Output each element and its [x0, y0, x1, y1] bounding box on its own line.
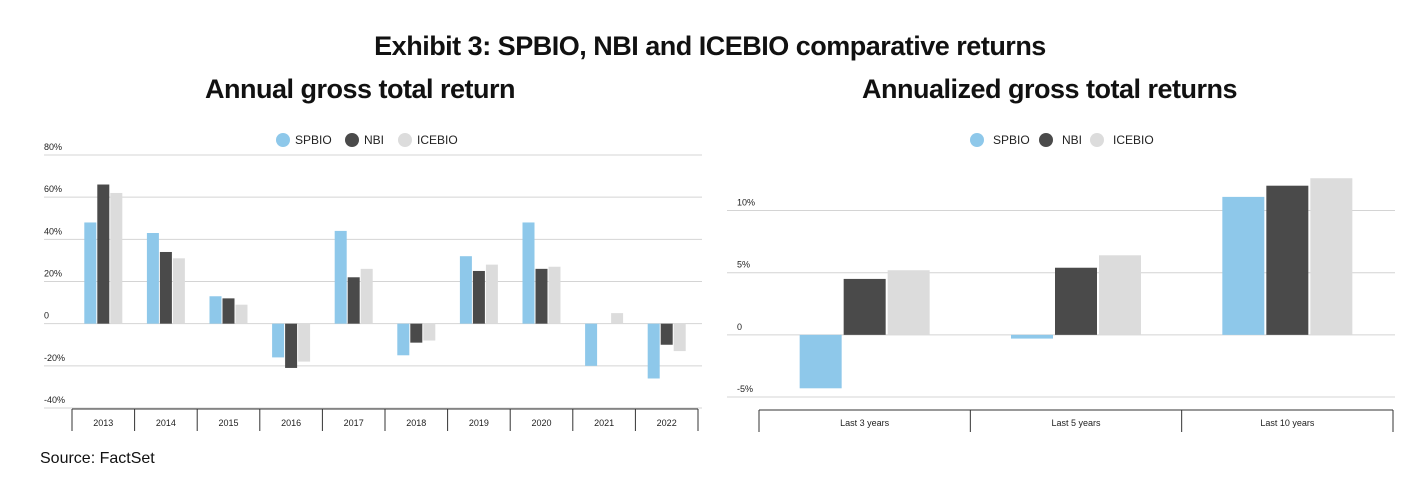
bar-nbi-2014: [159, 251, 172, 324]
x-category-label: 2022: [657, 418, 677, 428]
y-tick-label: 0: [44, 311, 49, 321]
bar-spbio-2020: [522, 222, 535, 324]
bar-spbio-2022: [647, 323, 660, 379]
y-tick-label: 60%: [44, 184, 62, 194]
x-category-label: 2021: [594, 418, 614, 428]
y-tick-label: 20%: [44, 269, 62, 279]
bar-spbio-2019: [459, 256, 472, 324]
left-chart-title: Annual gross total return: [205, 74, 516, 104]
bar-icebio-2022: [673, 323, 686, 352]
legend-label-spbio: SPBIO: [993, 133, 1030, 147]
chart-0: 80% 60% 40% 20% 0 -20% -40% 2013 2014 2015 2016 201…: [44, 133, 702, 431]
y-tick-label: 40%: [44, 226, 62, 236]
bar-nbi-2013: [97, 184, 110, 324]
bar-nbi-2016: [285, 323, 298, 368]
y-tick-label: -40%: [44, 395, 65, 405]
bar-nbi-last-10-years: [1266, 185, 1309, 335]
exhibit-title: Exhibit 3: SPBIO, NBI and ICEBIO compara…: [374, 31, 1046, 61]
right-chart-title: Annualized gross total returns: [862, 74, 1238, 104]
bar-icebio-2019: [485, 264, 498, 324]
y-tick-label: -5%: [737, 384, 753, 394]
legend-swatch-spbio: [970, 133, 984, 147]
bar-spbio-last-10-years: [1222, 196, 1265, 335]
legend-label-icebio: ICEBIO: [1113, 133, 1154, 147]
y-tick-label: 80%: [44, 142, 62, 152]
x-category-label: Last 3 years: [840, 418, 890, 428]
source-note: Source: FactSet: [40, 450, 155, 467]
bar-nbi-2022: [660, 323, 673, 345]
bar-spbio-last-5-years: [1011, 334, 1053, 339]
bar-icebio-2014: [172, 258, 185, 324]
legend-label-icebio: ICEBIO: [417, 133, 458, 147]
bar-icebio-last-3-years: [887, 270, 930, 335]
x-category-label: 2015: [218, 418, 238, 428]
y-tick-label: -20%: [44, 353, 65, 363]
bar-icebio-2020: [548, 266, 561, 324]
chart-1: 10% 5% 0 -5% Last 3 years Last 5 years Last 10…: [727, 133, 1395, 432]
legend-swatch-nbi: [345, 133, 359, 147]
x-category-label: 2017: [344, 418, 364, 428]
legend-swatch-spbio: [276, 133, 290, 147]
bar-nbi-2018: [410, 323, 423, 343]
x-category-label: Last 5 years: [1051, 418, 1101, 428]
x-category-label: 2019: [469, 418, 489, 428]
bar-icebio-last-5-years: [1099, 255, 1141, 335]
legend-swatch-icebio: [398, 133, 412, 147]
bar-nbi-2020: [535, 268, 548, 324]
bar-icebio-last-10-years: [1310, 178, 1353, 335]
bar-nbi-last-5-years: [1055, 267, 1097, 335]
bar-nbi-2017: [347, 277, 360, 324]
x-category-label: 2014: [156, 418, 176, 428]
y-tick-label: 10%: [737, 198, 755, 208]
bar-spbio-2016: [272, 323, 285, 358]
bar-spbio-2015: [209, 296, 222, 324]
x-category-label: 2016: [281, 418, 301, 428]
legend-swatch-icebio: [1090, 133, 1104, 147]
bar-spbio-2018: [397, 323, 410, 356]
bar-spbio-last-3-years: [799, 334, 842, 389]
legend-swatch-nbi: [1039, 133, 1053, 147]
x-category-label: 2018: [406, 418, 426, 428]
bar-spbio-2013: [84, 222, 97, 324]
legend-label-nbi: NBI: [364, 133, 384, 147]
bar-nbi-2015: [222, 298, 235, 324]
x-category-label: 2020: [531, 418, 551, 428]
legend-label-spbio: SPBIO: [295, 133, 332, 147]
bar-icebio-2013: [110, 192, 123, 324]
x-category-label: 2013: [93, 418, 113, 428]
bar-icebio-2018: [423, 323, 436, 341]
bar-spbio-2017: [334, 230, 347, 324]
bar-spbio-2021: [585, 323, 598, 366]
bar-spbio-2014: [146, 233, 159, 324]
y-tick-label: 5%: [737, 260, 750, 270]
bar-icebio-2021: [611, 313, 624, 324]
legend-label-nbi: NBI: [1062, 133, 1082, 147]
bar-icebio-2015: [235, 304, 248, 324]
x-category-label: Last 10 years: [1260, 418, 1315, 428]
bar-icebio-2017: [360, 268, 373, 324]
bar-icebio-2016: [298, 323, 311, 362]
bar-nbi-2019: [472, 270, 485, 324]
bar-nbi-last-3-years: [843, 278, 886, 335]
y-tick-label: 0: [737, 322, 742, 332]
